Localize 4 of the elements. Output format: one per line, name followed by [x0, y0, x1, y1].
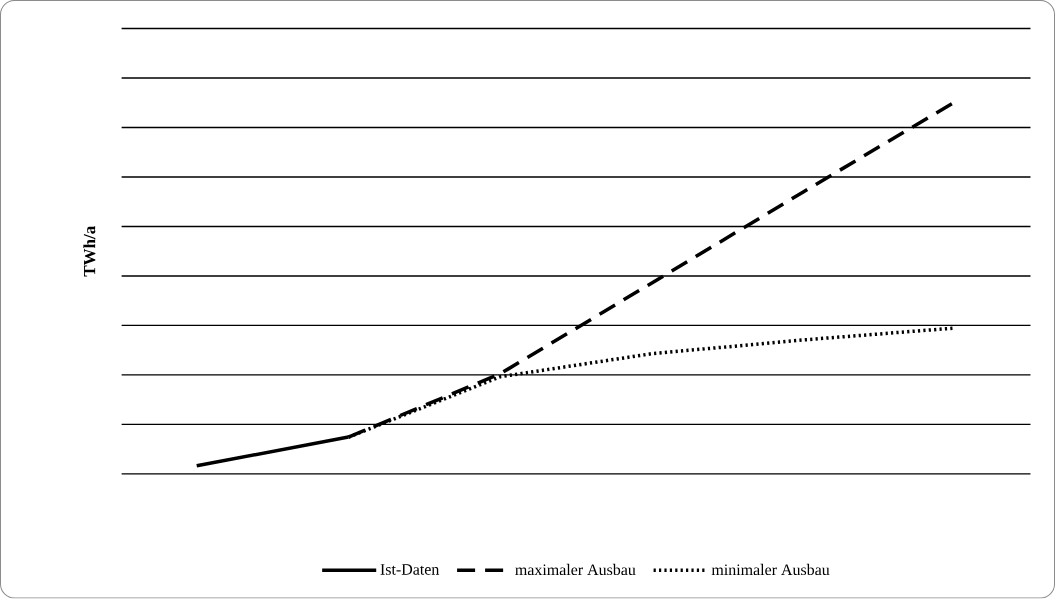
legend-label: Ist-Daten	[380, 564, 440, 576]
y-axis-title: TWh/a	[83, 226, 96, 277]
legend-label: maximaler Ausbau	[515, 564, 636, 576]
legend-label: minimaler Ausbau	[711, 564, 830, 576]
